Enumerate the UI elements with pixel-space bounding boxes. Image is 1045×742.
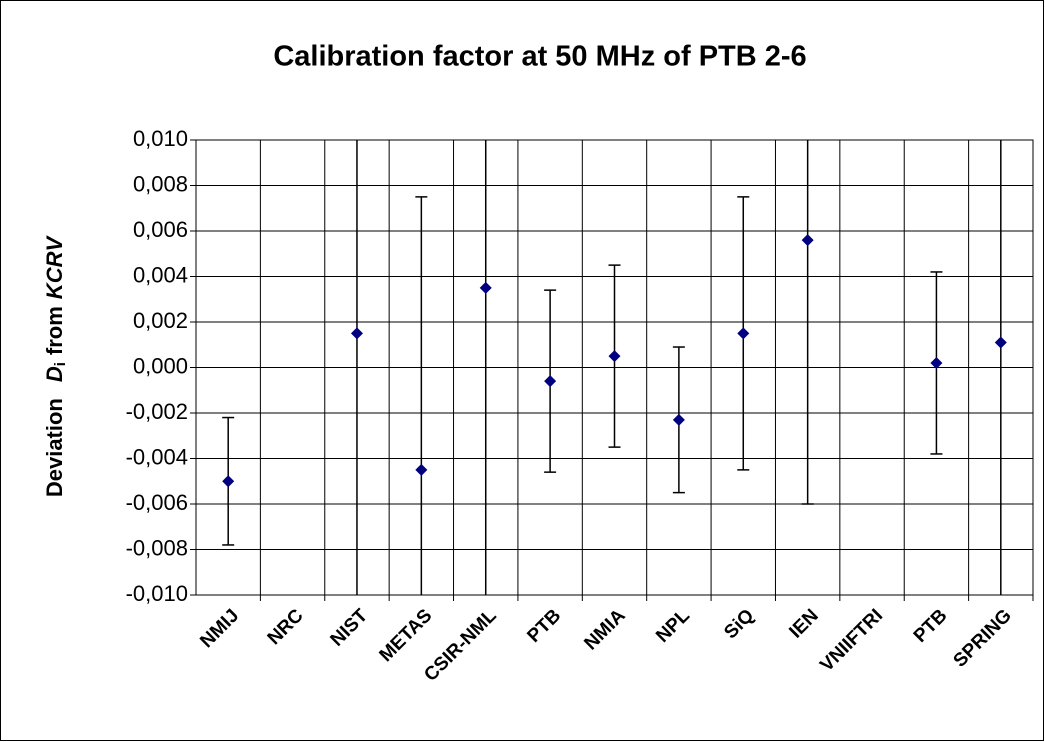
data-point bbox=[608, 350, 621, 363]
data-point bbox=[737, 327, 750, 340]
y-tick-label: -0,004 bbox=[126, 444, 188, 469]
y-tick-label: 0,006 bbox=[133, 217, 188, 242]
data-point bbox=[479, 281, 492, 294]
y-axis-label: Deviation Di from KCRV bbox=[42, 235, 69, 498]
y-tick-label: 0,004 bbox=[133, 262, 188, 287]
chart-title: Calibration factor at 50 MHz of PTB 2-6 bbox=[273, 41, 806, 73]
y-label-reference: KCRV bbox=[42, 235, 67, 300]
y-tick-label: 0,002 bbox=[133, 308, 188, 333]
y-tick-label: -0,010 bbox=[126, 581, 188, 606]
data-point bbox=[930, 356, 943, 369]
plot-content bbox=[222, 140, 1007, 595]
y-tick-label: 0,008 bbox=[133, 171, 188, 196]
y-tick-label: -0,002 bbox=[126, 399, 188, 424]
data-point bbox=[544, 375, 557, 388]
y-tick-label: 0,000 bbox=[133, 353, 188, 378]
data-point bbox=[994, 336, 1007, 349]
y-tick-label: 0,010 bbox=[133, 126, 188, 151]
y-tick-label: -0,008 bbox=[126, 535, 188, 560]
data-point bbox=[415, 463, 428, 476]
data-point bbox=[222, 475, 235, 488]
y-label-middle: from bbox=[42, 306, 67, 355]
y-label-prefix: Deviation bbox=[42, 398, 67, 497]
y-label-symbol: D bbox=[42, 366, 67, 382]
data-point bbox=[801, 234, 814, 247]
data-point bbox=[672, 413, 685, 426]
data-point bbox=[350, 327, 363, 340]
y-label-subscript: i bbox=[52, 362, 69, 366]
y-tick-label: -0,006 bbox=[126, 490, 188, 515]
